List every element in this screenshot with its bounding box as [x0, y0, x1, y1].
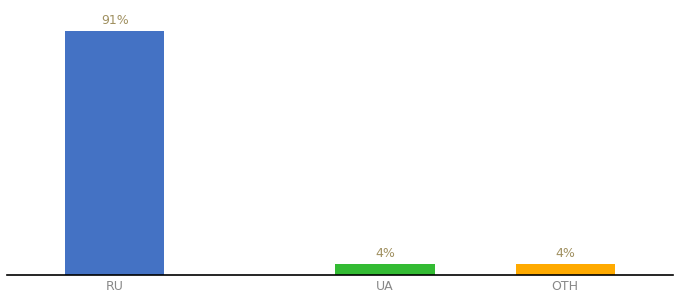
Text: 4%: 4%	[375, 247, 395, 260]
Text: 91%: 91%	[101, 14, 129, 27]
Bar	[515, 264, 615, 274]
Bar	[65, 31, 165, 274]
Text: 4%: 4%	[555, 247, 575, 260]
Bar	[335, 264, 435, 274]
